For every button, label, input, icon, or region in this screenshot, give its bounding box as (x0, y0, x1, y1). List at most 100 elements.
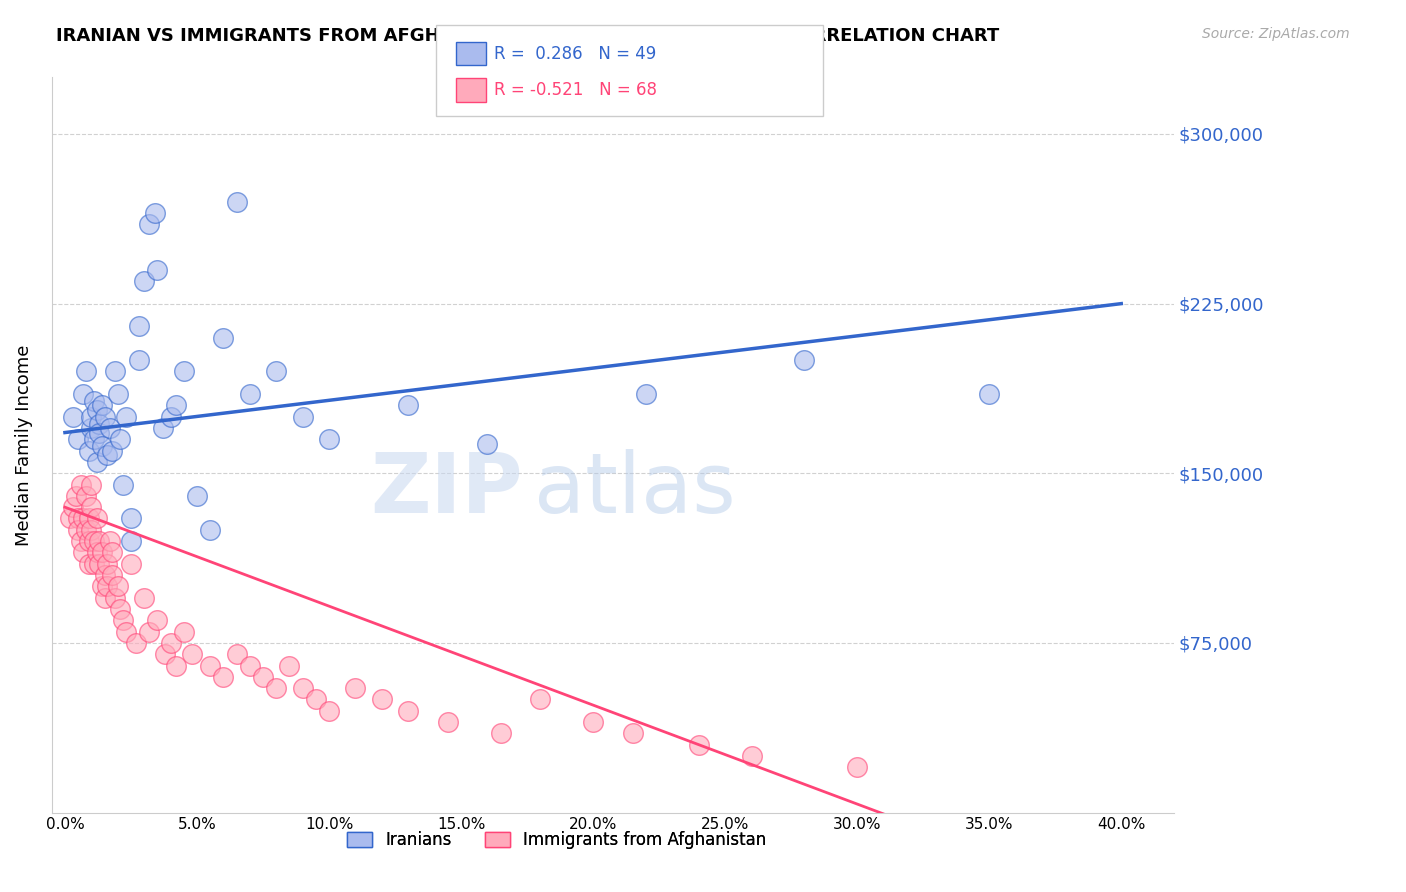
Point (72, 511, 94, 525)
Point (107, 579, 129, 593)
Point (186, 489, 208, 503)
Point (77, 557, 100, 571)
Point (477, 437, 499, 451)
Point (173, 624, 195, 639)
Point (252, 670, 274, 684)
Text: R =  0.286   N = 49: R = 0.286 N = 49 (494, 45, 655, 62)
Point (59, 511, 82, 525)
Point (89, 534, 111, 549)
Point (72, 545, 94, 559)
Point (138, 218, 160, 232)
Point (114, 409, 136, 424)
Point (344, 681, 367, 695)
Y-axis label: Median Family Income: Median Family Income (15, 344, 32, 546)
Point (101, 443, 124, 458)
Point (165, 398, 187, 412)
Point (104, 591, 127, 605)
Point (77, 443, 100, 458)
Point (80, 477, 103, 491)
Point (96, 448, 118, 462)
Point (212, 330, 235, 344)
Point (128, 353, 150, 368)
Point (318, 433, 340, 447)
Point (120, 534, 142, 549)
Point (96, 557, 118, 571)
Text: atlas: atlas (534, 449, 737, 530)
Point (264, 681, 287, 695)
Point (200, 523, 222, 537)
Point (101, 568, 124, 582)
Point (134, 591, 156, 605)
Point (173, 364, 195, 378)
Point (83, 433, 105, 447)
Point (239, 387, 262, 401)
Point (98, 534, 121, 549)
Point (114, 624, 136, 639)
Legend: Iranians, Immigrants from Afghanistan: Iranians, Immigrants from Afghanistan (340, 824, 773, 855)
Point (846, 760, 869, 774)
Point (67, 433, 90, 447)
Point (371, 692, 394, 706)
Point (125, 636, 148, 650)
Point (688, 738, 710, 752)
Point (77, 511, 100, 525)
Point (75, 364, 97, 378)
Point (120, 511, 142, 525)
Point (89, 417, 111, 431)
Point (107, 387, 129, 401)
Point (112, 477, 135, 491)
Point (83, 393, 105, 408)
Point (489, 726, 512, 740)
Point (200, 658, 222, 673)
Point (67, 523, 90, 537)
Point (93, 409, 115, 424)
Point (83, 557, 105, 571)
Point (69, 534, 91, 549)
Point (96, 579, 118, 593)
Point (72, 387, 94, 401)
Point (159, 636, 181, 650)
Point (225, 194, 247, 209)
Point (86, 545, 108, 559)
Point (134, 274, 156, 288)
Point (165, 658, 187, 673)
Point (77, 534, 100, 549)
Point (90, 439, 112, 453)
Point (90, 545, 112, 559)
Text: R = -0.521   N = 68: R = -0.521 N = 68 (494, 81, 657, 99)
Point (75, 523, 97, 537)
Point (155, 647, 177, 661)
Point (264, 364, 287, 378)
Point (582, 714, 605, 729)
Point (621, 726, 644, 740)
Point (62, 500, 84, 515)
Point (239, 658, 262, 673)
Point (67, 511, 90, 525)
Point (86, 455, 108, 469)
Text: Source: ZipAtlas.com: Source: ZipAtlas.com (1202, 27, 1350, 41)
Point (120, 557, 142, 571)
Point (75, 489, 97, 503)
Point (80, 523, 103, 537)
Point (110, 602, 132, 616)
Point (62, 409, 84, 424)
Point (225, 647, 247, 661)
Point (86, 403, 108, 417)
Point (793, 353, 815, 368)
Point (146, 262, 169, 277)
Point (104, 364, 127, 378)
Point (529, 692, 551, 706)
Point (86, 511, 108, 525)
Point (138, 624, 160, 639)
Point (110, 433, 132, 447)
Point (146, 613, 169, 627)
Text: ZIP: ZIP (371, 449, 523, 530)
Point (90, 579, 112, 593)
Point (83, 534, 105, 549)
Point (159, 409, 181, 424)
Point (65, 489, 87, 503)
Point (396, 398, 419, 412)
Point (152, 421, 174, 435)
Point (69, 477, 91, 491)
Point (305, 692, 328, 706)
